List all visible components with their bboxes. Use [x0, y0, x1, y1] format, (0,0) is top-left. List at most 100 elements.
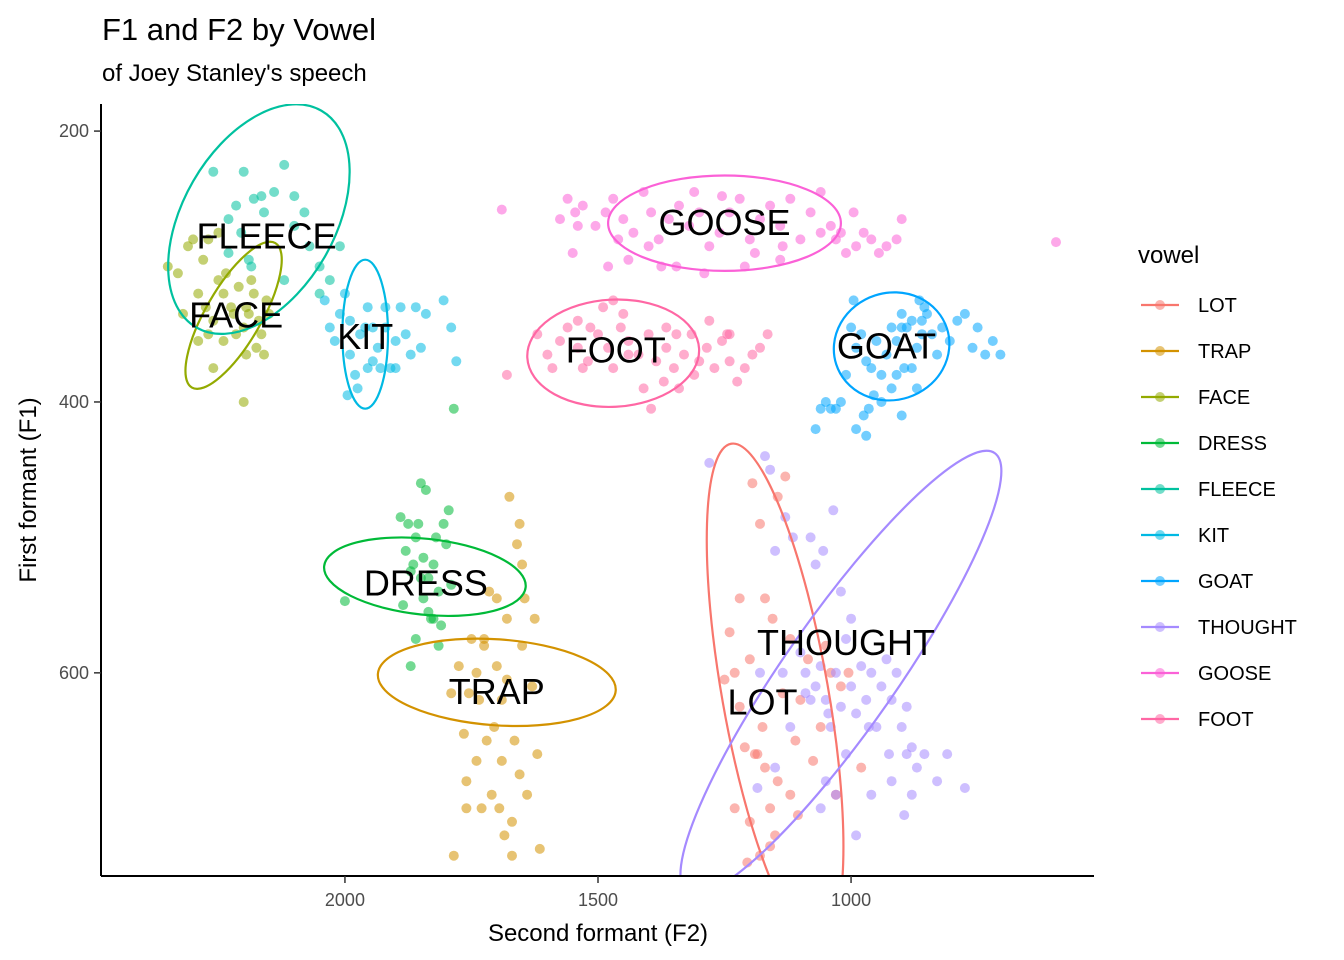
- dress-point: [415, 573, 426, 583]
- dress-point: [418, 593, 429, 604]
- dress-point: [395, 512, 406, 523]
- dress-point: [448, 403, 459, 414]
- trap-point: [512, 539, 522, 550]
- kit-point: [375, 363, 386, 374]
- foot-point: [643, 329, 654, 340]
- trap-point: [463, 688, 474, 699]
- dress-ellipse: [322, 536, 527, 618]
- foot-point: [732, 376, 743, 387]
- goat-point: [952, 315, 963, 326]
- goat-point: [896, 308, 907, 319]
- lot-point: [785, 634, 796, 644]
- goose-point: [755, 214, 765, 225]
- goat-point: [927, 329, 937, 340]
- y-tick-label: 400: [59, 392, 89, 412]
- foot-point: [724, 356, 735, 367]
- trap-point: [514, 518, 525, 529]
- goose-point: [643, 241, 654, 252]
- points-layer: [162, 159, 1061, 868]
- goat-point: [959, 308, 970, 319]
- fleece-point: [238, 166, 249, 177]
- thought-point: [785, 722, 796, 732]
- goose-point: [600, 207, 611, 218]
- trap-point: [479, 640, 490, 651]
- goat-point: [896, 322, 907, 333]
- kit-point: [324, 322, 335, 333]
- dress-point: [415, 478, 426, 489]
- thought-point: [871, 722, 882, 732]
- thought-point: [820, 776, 831, 787]
- goose-point: [896, 214, 907, 225]
- goose-point: [496, 204, 507, 215]
- foot-vowel-label: FOOT: [566, 330, 666, 371]
- thought-point: [800, 667, 811, 678]
- thought-point: [770, 762, 781, 773]
- legend-key-point: [1155, 484, 1165, 494]
- lot-point: [843, 667, 854, 678]
- legend-label: TRAP: [1198, 341, 1251, 363]
- goose-point: [848, 207, 859, 218]
- goat-point: [906, 363, 917, 374]
- lot-point: [747, 478, 758, 489]
- trap-point: [484, 586, 495, 597]
- face-point: [259, 349, 269, 360]
- goose-point: [815, 227, 826, 238]
- dress-point: [423, 573, 434, 583]
- goose-point: [562, 193, 573, 204]
- thought-point: [805, 532, 816, 543]
- thought-point: [810, 559, 821, 570]
- kit-point: [352, 383, 363, 394]
- foot-point: [755, 342, 765, 353]
- fleece-point: [208, 166, 219, 177]
- legend-label: GOOSE: [1198, 663, 1271, 685]
- lot-point: [760, 762, 770, 773]
- goose-point: [577, 200, 588, 211]
- legend-label: FOOT: [1198, 709, 1254, 731]
- kit-point: [367, 322, 378, 333]
- face-point: [261, 295, 272, 306]
- kit-point: [362, 363, 373, 374]
- foot-point: [704, 315, 715, 326]
- foot-point: [762, 329, 773, 340]
- goose-point: [795, 234, 806, 245]
- x-axis-ticks: 2000 1500 1000: [325, 876, 871, 910]
- goose-point: [717, 191, 727, 202]
- legend-item-trap: TRAP: [1141, 341, 1251, 363]
- foot-point: [562, 322, 573, 333]
- goose-point: [613, 234, 624, 245]
- trap-point: [474, 694, 485, 705]
- trap-vowel-label: TRAP: [449, 671, 545, 712]
- foot-point: [671, 329, 682, 340]
- goat-point: [967, 342, 978, 353]
- goat-point: [891, 369, 902, 380]
- trap-ellipse: [376, 637, 617, 728]
- lot-point: [808, 755, 819, 766]
- trap-point: [532, 749, 543, 760]
- goose-point: [555, 214, 565, 225]
- legend-label: FACE: [1198, 387, 1250, 409]
- goose-point: [841, 248, 851, 258]
- x-tick-label: 1500: [578, 890, 618, 910]
- goose-point: [775, 220, 786, 231]
- goat-point: [891, 336, 902, 346]
- fleece-ellipse: [167, 104, 351, 335]
- trap-point: [471, 755, 482, 766]
- trap-point: [453, 661, 464, 672]
- trap-point: [517, 559, 528, 570]
- goat-point: [871, 336, 882, 346]
- goose-point: [590, 220, 601, 231]
- foot-point: [572, 342, 583, 353]
- fleece-point: [259, 207, 269, 218]
- legend-key-point: [1155, 300, 1165, 310]
- thought-point: [810, 681, 821, 692]
- foot-point: [577, 363, 588, 374]
- trap-point: [517, 640, 528, 651]
- lot-point: [719, 674, 730, 685]
- x-axis-title: Second formant (F2): [488, 920, 708, 947]
- dress-point: [339, 596, 350, 607]
- thought-point: [851, 830, 862, 841]
- goose-point: [714, 227, 725, 238]
- legend-item-thought: THOUGHT: [1141, 617, 1297, 639]
- trap-point: [446, 688, 457, 699]
- lot-point: [790, 735, 801, 746]
